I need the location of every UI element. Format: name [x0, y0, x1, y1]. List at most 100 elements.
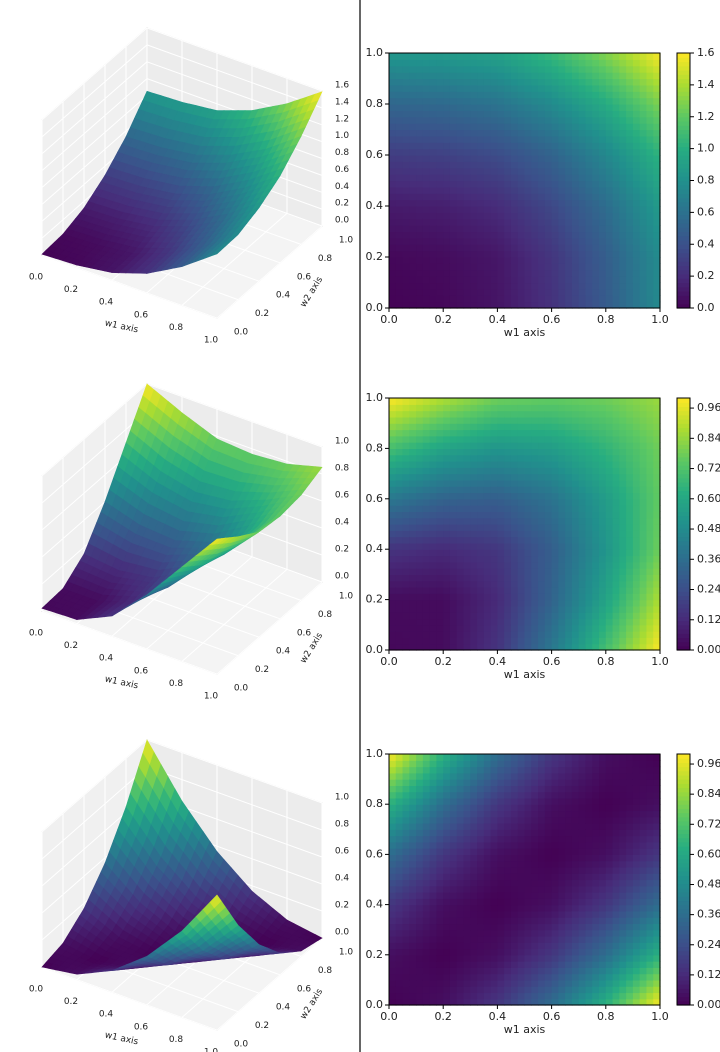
contour-cell: [571, 231, 580, 239]
contour-cell: [416, 637, 424, 645]
contour-cell: [599, 212, 607, 220]
contour-cell: [422, 398, 431, 405]
colorbar-segment: [677, 180, 690, 186]
contour-cell: [585, 193, 593, 201]
contour-cell: [449, 161, 458, 169]
contour-cell: [612, 574, 620, 582]
contour-cell: [605, 282, 614, 290]
contour-cell: [639, 479, 648, 487]
contour-cell: [619, 53, 627, 60]
contour-cell: [389, 84, 397, 92]
x-tick-label: 0.4: [99, 654, 114, 664]
contour-cell: [531, 517, 539, 525]
contour-cell: [639, 257, 648, 264]
contour-cell: [565, 301, 573, 309]
contour-cell: [571, 486, 580, 494]
contour-cell: [558, 423, 566, 431]
contour-cell: [538, 435, 546, 443]
contour-cell: [612, 467, 620, 475]
contour-cell: [510, 442, 519, 449]
contour-cell: [558, 612, 566, 620]
contour-cell: [639, 511, 648, 519]
contour-cell: [463, 263, 471, 271]
contour-cell: [504, 78, 512, 86]
contour-cell: [544, 467, 553, 475]
contour-cell: [517, 263, 526, 271]
contour-cell: [632, 65, 641, 73]
contour-cell: [395, 269, 404, 277]
contour-cell: [490, 193, 498, 201]
contour-cell: [524, 155, 532, 162]
contour-cell: [456, 555, 465, 563]
contour-cell: [612, 631, 620, 638]
contour-cell: [429, 199, 438, 207]
contour-cell: [436, 180, 444, 188]
contour-cell: [402, 473, 410, 481]
contour-cell: [477, 225, 485, 233]
contour-cell: [395, 155, 404, 162]
colorbar-segment: [677, 624, 690, 630]
contour-cell: [565, 104, 573, 111]
contour-cell: [490, 199, 498, 207]
contour-cell: [538, 250, 546, 258]
contour-cell: [605, 429, 614, 437]
contour-cell: [578, 410, 587, 418]
contour-cell: [422, 486, 431, 494]
contour-cell: [646, 288, 654, 296]
contour-cell: [626, 276, 634, 284]
contour-cell: [510, 91, 519, 99]
contour-cell: [605, 454, 614, 462]
contour-cell: [497, 288, 505, 296]
contour-cell: [443, 624, 451, 632]
contour-cell: [524, 542, 532, 550]
contour-cell: [463, 580, 471, 588]
contour-cell: [463, 530, 471, 538]
contour-cell: [510, 263, 519, 271]
contour-cell: [402, 84, 410, 92]
contour-cell: [504, 568, 512, 575]
contour-cell: [443, 84, 451, 92]
contour-cell: [436, 530, 444, 538]
contour-cell: [477, 135, 485, 143]
colorbar-segment: [677, 65, 690, 71]
contour-cell: [483, 505, 492, 512]
contour-cell: [632, 180, 641, 188]
contour-cell: [639, 404, 648, 412]
contour-cell: [551, 511, 559, 519]
contour-cell: [490, 276, 498, 284]
contour-cell: [578, 110, 587, 118]
contour-cell: [538, 295, 546, 303]
contour-cell: [436, 454, 444, 462]
contour-cell: [639, 435, 648, 443]
contour-cell: [524, 486, 532, 494]
contour-cell: [585, 587, 593, 594]
contour-cell: [470, 555, 478, 563]
contour-cell: [429, 637, 438, 645]
contour-cell: [517, 555, 526, 563]
contour-cell: [436, 536, 444, 544]
contour-cell: [456, 605, 465, 613]
contour-cell: [578, 174, 587, 182]
x-tick-label: 0.0: [29, 629, 44, 639]
contour-cell: [571, 505, 580, 512]
contour-cell: [477, 429, 485, 437]
contour-cell: [497, 574, 505, 582]
contour-cell: [429, 398, 438, 405]
contour-cell: [578, 244, 587, 252]
contour-cell: [416, 53, 424, 60]
colorbar-segment: [677, 133, 690, 139]
contour-cell: [463, 624, 471, 632]
colorbar-segment: [677, 99, 690, 105]
contour-cell: [531, 542, 539, 550]
contour-cell: [436, 479, 444, 487]
contour-cell: [389, 257, 397, 264]
contour-cell: [456, 123, 465, 131]
contour-cell: [632, 174, 641, 182]
contour-cell: [497, 587, 505, 594]
contour-cell: [619, 467, 627, 475]
x-axis-label: w1 axis: [104, 675, 140, 692]
contour-cell: [538, 524, 546, 531]
contour-cell: [653, 218, 661, 226]
contour-cell: [565, 218, 573, 226]
contour-cell: [544, 155, 553, 162]
